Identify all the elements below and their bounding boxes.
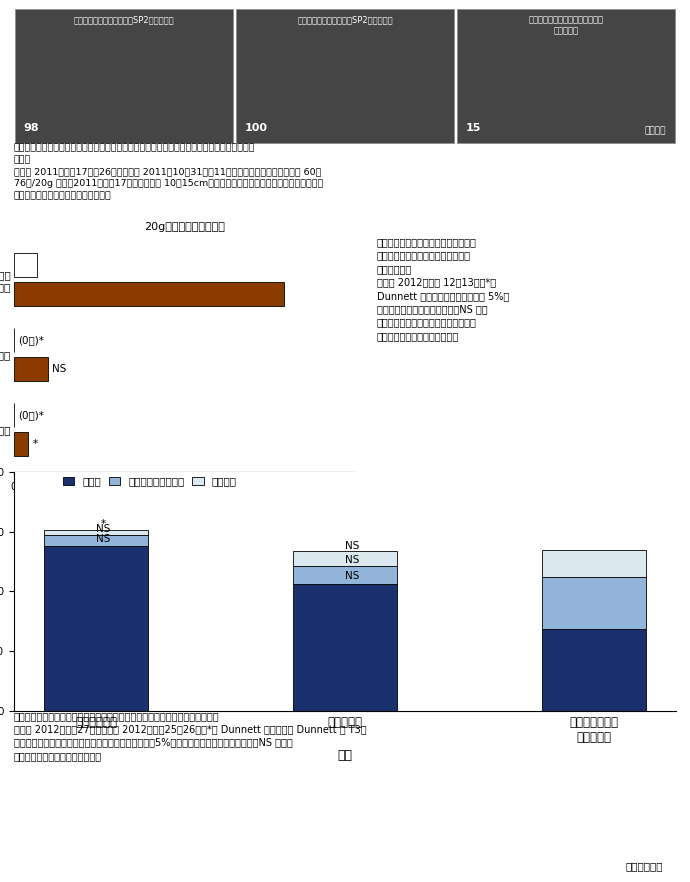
X-axis label: 前作: 前作 (337, 749, 353, 761)
Text: （鈴木崇之）: （鈴木崇之） (625, 861, 663, 871)
Text: 線虫被害: 線虫被害 (644, 126, 667, 136)
Legend: □口10～15cm, ■深25～35cm: □口10～15cm, ■深25～35cm (12, 497, 181, 514)
Text: ダイチノユメ（抗抗性強、SP2抗抗性有）: ダイチノユメ（抗抗性強、SP2抗抗性有） (74, 16, 175, 25)
Text: (0頭)*: (0頭)* (18, 410, 44, 420)
Text: NS: NS (345, 555, 359, 565)
Legend: 無被害, 被害軽微で出荷可能, 被害有り: 無被害, 被害軽微で出荷可能, 被害有り (59, 472, 241, 490)
Bar (293, 584, 397, 711)
Bar (236, 9, 454, 144)
Text: NS: NS (97, 534, 111, 544)
Text: *: * (32, 439, 37, 449)
Text: *: * (101, 519, 106, 529)
Bar (293, 551, 397, 566)
Bar (15, 9, 233, 144)
Text: 100: 100 (244, 123, 268, 132)
Text: 15: 15 (465, 123, 481, 132)
Bar (542, 550, 646, 577)
Text: 図１　サツマイモネコブセンチュウ抵抗性カンショ品種を同線虫発生圃場で栽培した場合の被
害状況
挿苗日 2011年５月17日、26日。収穫日 2011年10月31: 図１ サツマイモネコブセンチュウ抵抗性カンショ品種を同線虫発生圃場で栽培した場合… (14, 144, 323, 200)
Bar (14, 282, 284, 306)
Bar (293, 566, 397, 584)
Title: 20g土壌当たり線虫頭数: 20g土壌当たり線虫頭数 (144, 222, 225, 232)
Text: コガネセンガン（抗抗性やや弱）
（対照区）: コガネセンガン（抗抗性やや弱） （対照区） (529, 16, 603, 35)
Bar (44, 534, 148, 546)
Text: NS: NS (52, 364, 66, 374)
Text: (0頭)*: (0頭)* (18, 335, 44, 345)
Bar (14, 357, 48, 381)
Text: 図３　前作カンショ品種の違いが次作「コガネセンガン」の被害に及ぼす影響
挿苗日 2012年４月27日。収穫日 2012年９月25～26日。*は Dunnett : 図３ 前作カンショ品種の違いが次作「コガネセンガン」の被害に及ぼす影響 挿苗日 … (14, 711, 366, 761)
Bar (457, 9, 675, 144)
Text: こなみずき（抗抗性強、SP2抗抗性有）: こなみずき（抗抗性強、SP2抗抗性有） (297, 16, 393, 25)
Text: NS: NS (97, 524, 111, 534)
Bar (14, 253, 37, 277)
Text: NS: NS (345, 572, 359, 581)
Bar (14, 432, 28, 456)
Bar (542, 629, 646, 711)
Text: 98: 98 (23, 123, 39, 132)
Bar (44, 546, 148, 711)
Text: NS: NS (345, 541, 359, 550)
Bar (44, 530, 148, 534)
Bar (542, 577, 646, 629)
Text: 図２　前作カンショ品種の違いが翌春
のサツマイモネコブセンチュウ密度
に及ぼす影響
調査日 2012年３月 12～13日。*は
Dunnett 法により対照区と: 図２ 前作カンショ品種の違いが翌春 のサツマイモネコブセンチュウ密度 に及ぼす影… (377, 237, 509, 340)
